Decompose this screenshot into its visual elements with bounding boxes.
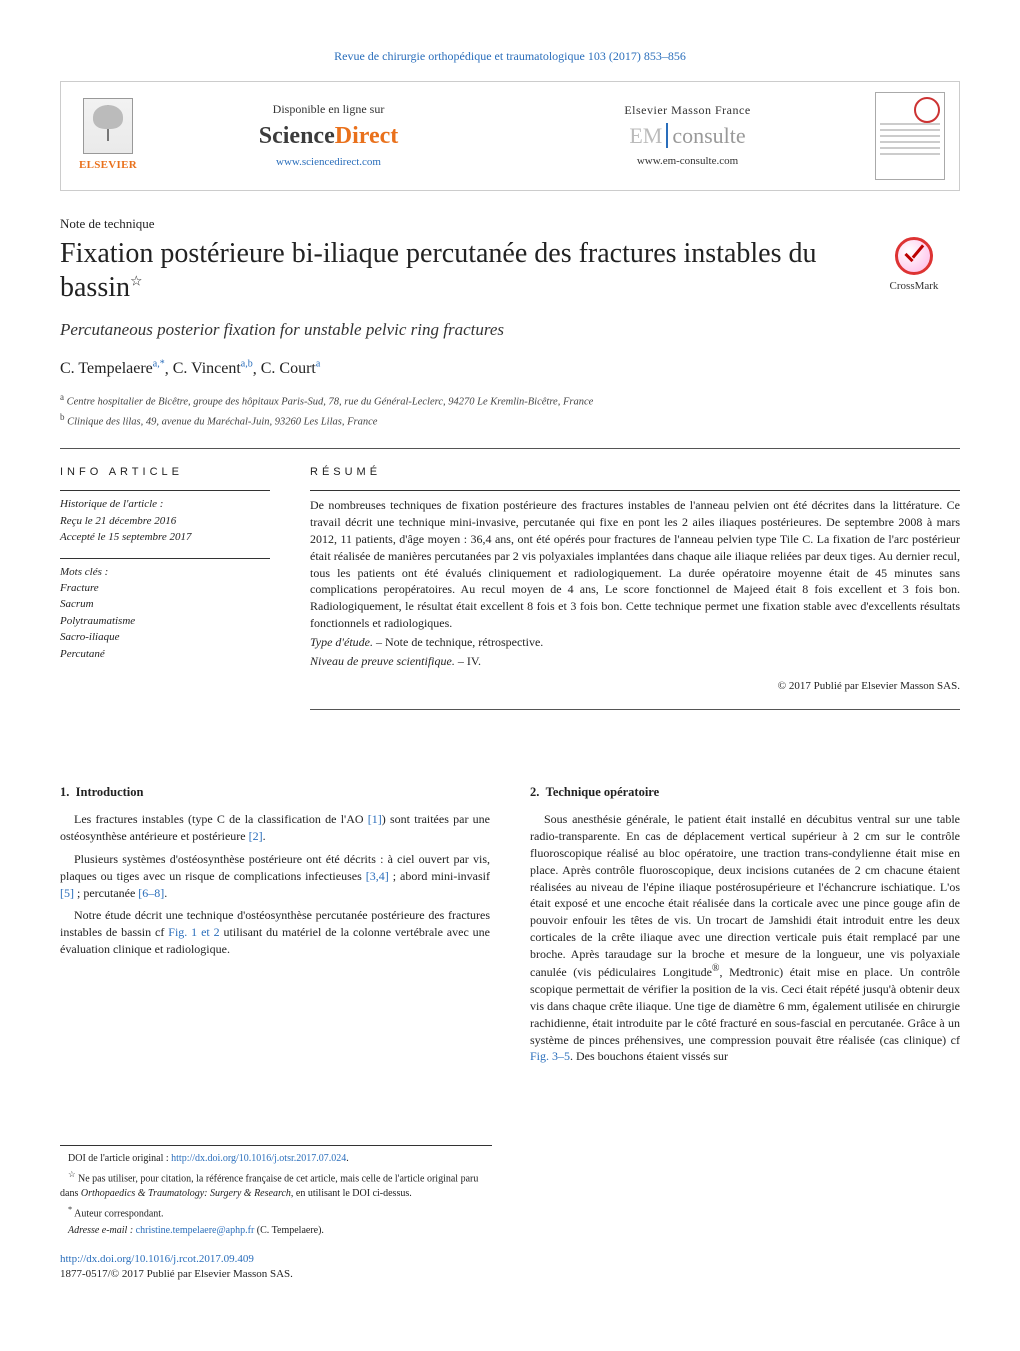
fig-1-2-link[interactable]: Fig. 1 et 2 <box>168 925 219 939</box>
body-columns: 1. Introduction Les fractures instables … <box>60 784 960 1071</box>
article-title: Fixation postérieure bi-iliaque percutan… <box>60 237 850 304</box>
elsevier-tree-icon <box>83 98 133 154</box>
received-date: Reçu le 21 décembre 2016 <box>60 514 270 529</box>
keyword-5: Percutané <box>60 647 270 662</box>
journal-citation: Revue de chirurgie orthopédique et traum… <box>60 48 960 65</box>
intro-p3: Notre étude décrit une technique d'ostéo… <box>60 907 490 957</box>
article-subtitle: Percutaneous posterior fixation for unst… <box>60 318 960 342</box>
elsevier-masson-label: Elsevier Masson France <box>516 102 859 119</box>
article-doi-link[interactable]: http://dx.doi.org/10.1016/j.rcot.2017.09… <box>60 1253 254 1265</box>
original-doi-line: DOI de l'article original : http://dx.do… <box>60 1152 492 1166</box>
sciencedirect-block: Disponible en ligne sur ScienceDirect ww… <box>157 101 500 171</box>
author-3: C. Courta <box>261 360 321 377</box>
affiliation-b: b Clinique des lilas, 49, avenue du Maré… <box>60 411 960 430</box>
keyword-1: Fracture <box>60 581 270 596</box>
affiliations: a Centre hospitalier de Bicêtre, groupe … <box>60 391 960 430</box>
keyword-3: Polytraumatisme <box>60 614 270 629</box>
author-1: C. Tempelaerea,* <box>60 360 165 377</box>
corresponding-author-note: * Auteur correspondant. <box>60 1204 492 1221</box>
study-type-line: Type d'étude. – Note de technique, rétro… <box>310 634 960 651</box>
abstract-copyright: © 2017 Publié par Elsevier Masson SAS. <box>310 679 960 694</box>
publisher-header: ELSEVIER Disponible en ligne sur Science… <box>60 81 960 191</box>
elsevier-label: ELSEVIER <box>79 158 137 173</box>
author-2: C. Vincenta,b <box>173 360 253 377</box>
intro-p2: Plusieurs systèmes d'ostéosynthèse posté… <box>60 851 490 901</box>
keywords-label: Mots clés : <box>60 565 270 580</box>
author-3-affil[interactable]: a <box>316 359 320 370</box>
title-note-marker: ☆ <box>130 274 143 289</box>
accepted-date: Accepté le 15 septembre 2017 <box>60 530 270 545</box>
body-column-left: 1. Introduction Les fractures instables … <box>60 784 490 1071</box>
article-doi: http://dx.doi.org/10.1016/j.rcot.2017.09… <box>60 1252 960 1267</box>
keywords-block: Mots clés : Fracture Sacrum Polytraumati… <box>60 558 270 662</box>
sciencedirect-logo: ScienceDirect <box>157 120 500 154</box>
crossmark-icon <box>895 237 933 275</box>
sd-logo-right: Direct <box>335 123 399 149</box>
ref-1-link[interactable]: [1] <box>368 812 382 826</box>
email-line: Adresse e-mail : christine.tempelaere@ap… <box>60 1224 492 1238</box>
citation-note: ☆ Ne pas utiliser, pour citation, la réf… <box>60 1169 492 1200</box>
abstract-bottom-rule <box>310 709 960 710</box>
emconsulte-url[interactable]: www.em-consulte.com <box>516 154 859 169</box>
article-history: Historique de l'article : Reçu le 21 déc… <box>60 490 270 545</box>
crossmark-label: CrossMark <box>868 279 960 294</box>
author-2-affil[interactable]: a,b <box>241 359 253 370</box>
ref-3-4-link[interactable]: [3,4] <box>366 869 389 883</box>
em-logo-right: consulte <box>672 123 745 148</box>
info-heading: INFO ARTICLE <box>60 465 270 480</box>
crossmark-badge[interactable]: CrossMark <box>868 237 960 294</box>
technique-p1: Sous anesthésie générale, le patient éta… <box>530 811 960 1065</box>
abstract-column: RÉSUMÉ De nombreuses techniques de fixat… <box>310 449 960 710</box>
star-marker: ☆ <box>68 1170 75 1179</box>
issn-copyright: 1877-0517/© 2017 Publié par Elsevier Mas… <box>60 1267 960 1282</box>
available-online-label: Disponible en ligne sur <box>157 101 500 118</box>
keyword-2: Sacrum <box>60 597 270 612</box>
sd-logo-left: Science <box>259 123 335 149</box>
authors-line: C. Tempelaerea,*, C. Vincenta,b, C. Cour… <box>60 358 960 381</box>
section-1-heading: 1. Introduction <box>60 784 490 802</box>
elsevier-logo: ELSEVIER <box>75 98 141 173</box>
keyword-4: Sacro-iliaque <box>60 630 270 645</box>
article-info-column: INFO ARTICLE Historique de l'article : R… <box>60 449 270 710</box>
article-type: Note de technique <box>60 215 960 233</box>
history-label: Historique de l'article : <box>60 497 270 512</box>
original-doi-link[interactable]: http://dx.doi.org/10.1016/j.otsr.2017.07… <box>171 1153 346 1164</box>
email-link[interactable]: christine.tempelaere@aphp.fr <box>136 1225 255 1236</box>
intro-p1: Les fractures instables (type C de la cl… <box>60 811 490 845</box>
abstract-heading: RÉSUMÉ <box>310 465 960 480</box>
journal-cover-thumbnail <box>875 92 945 180</box>
em-pipe-icon <box>666 123 668 148</box>
ref-5-link[interactable]: [5] <box>60 886 74 900</box>
title-text: Fixation postérieure bi-iliaque percutan… <box>60 238 817 303</box>
fig-3-5-link[interactable]: Fig. 3–5 <box>530 1049 570 1063</box>
registered-mark: ® <box>712 963 720 974</box>
abstract-text: De nombreuses techniques de fixation pos… <box>310 490 960 694</box>
ref-2-link[interactable]: [2] <box>249 829 263 843</box>
abstract-body: De nombreuses techniques de fixation pos… <box>310 497 960 631</box>
evidence-level-line: Niveau de preuve scientifique. – IV. <box>310 653 960 670</box>
sciencedirect-url[interactable]: www.sciencedirect.com <box>157 155 500 170</box>
asterisk-marker: * <box>68 1205 72 1214</box>
emconsulte-block: Elsevier Masson France EM consulte www.em… <box>516 102 859 169</box>
section-2-heading: 2. Technique opératoire <box>530 784 960 802</box>
emconsulte-logo: EM consulte <box>516 121 859 152</box>
affiliation-a: a Centre hospitalier de Bicêtre, groupe … <box>60 391 960 410</box>
footnotes: DOI de l'article original : http://dx.do… <box>60 1145 492 1238</box>
body-column-right: 2. Technique opératoire Sous anesthésie … <box>530 784 960 1071</box>
ref-6-8-link[interactable]: [6–8] <box>138 886 164 900</box>
em-logo-left: EM <box>629 123 662 148</box>
author-1-affil[interactable]: a,* <box>153 359 165 370</box>
